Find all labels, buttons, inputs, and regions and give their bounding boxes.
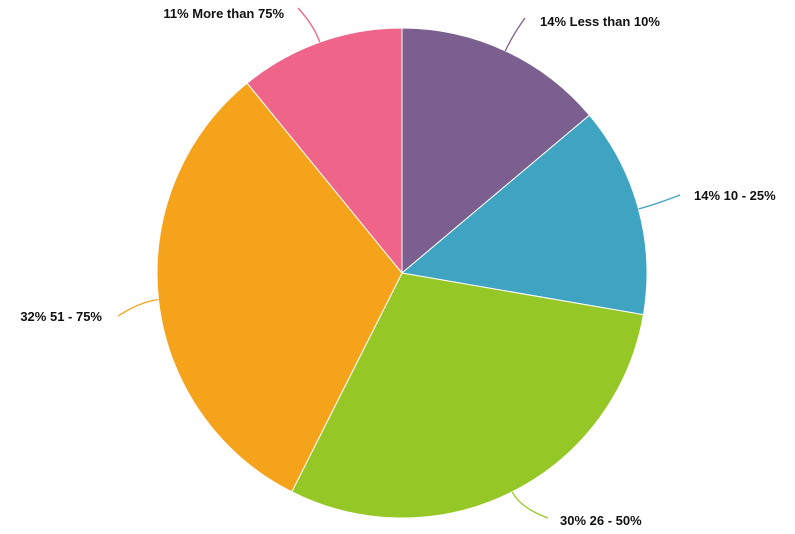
leader-line bbox=[511, 491, 549, 519]
slice-label: 32% 51 - 75% bbox=[20, 309, 102, 324]
leader-line bbox=[504, 17, 526, 52]
slices-layer bbox=[156, 27, 648, 519]
slice-label: 11% More than 75% bbox=[163, 6, 284, 21]
slice-label: 30% 26 - 50% bbox=[560, 513, 642, 528]
leader-line bbox=[117, 298, 159, 317]
slice-label: 14% 10 - 25% bbox=[694, 188, 776, 203]
pie-slice bbox=[246, 27, 403, 275]
leader-line bbox=[297, 7, 321, 43]
leader-line bbox=[638, 194, 681, 210]
pie-slice bbox=[401, 27, 591, 275]
labels-layer: 14% Less than 10% 14% 10 - 25% 30% 26 - 50… bbox=[20, 6, 776, 528]
pie-slice bbox=[156, 82, 403, 493]
pie-slice bbox=[400, 114, 648, 316]
leader-lines-layer bbox=[117, 7, 681, 519]
slice-label: 14% Less than 10% bbox=[540, 14, 660, 29]
